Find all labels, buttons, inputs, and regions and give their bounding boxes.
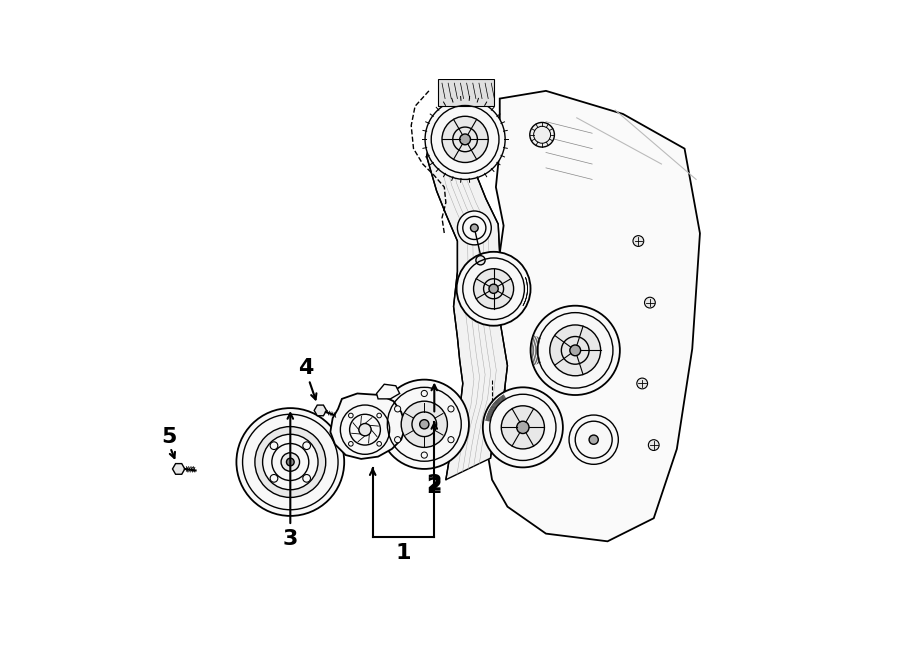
Circle shape (482, 387, 562, 467)
Circle shape (569, 415, 618, 464)
Circle shape (359, 424, 371, 436)
Circle shape (590, 435, 598, 444)
Circle shape (489, 284, 499, 293)
Circle shape (421, 452, 428, 458)
Circle shape (442, 116, 488, 163)
Circle shape (550, 325, 600, 375)
Circle shape (457, 211, 491, 245)
Circle shape (281, 453, 300, 471)
Circle shape (456, 252, 531, 326)
Text: 3: 3 (283, 529, 298, 549)
Circle shape (419, 420, 429, 429)
Circle shape (270, 475, 278, 482)
Polygon shape (427, 85, 508, 480)
Circle shape (644, 297, 655, 308)
Text: 5: 5 (161, 428, 176, 447)
Polygon shape (376, 384, 400, 399)
Polygon shape (330, 393, 406, 459)
Circle shape (401, 401, 447, 447)
Circle shape (286, 458, 294, 466)
Circle shape (517, 421, 529, 434)
Text: 1: 1 (396, 543, 411, 563)
Circle shape (421, 391, 428, 397)
Circle shape (648, 440, 659, 450)
Circle shape (448, 406, 454, 412)
Circle shape (302, 442, 310, 449)
Circle shape (637, 378, 648, 389)
Polygon shape (438, 79, 493, 106)
Polygon shape (173, 463, 184, 475)
Circle shape (448, 437, 454, 443)
Text: 2: 2 (427, 477, 442, 498)
Circle shape (263, 434, 318, 490)
Circle shape (380, 379, 469, 469)
Circle shape (570, 345, 580, 356)
Text: 4: 4 (298, 358, 313, 378)
Circle shape (302, 475, 310, 482)
Circle shape (394, 437, 400, 443)
Circle shape (633, 235, 643, 247)
Circle shape (460, 134, 471, 145)
Circle shape (531, 305, 620, 395)
Circle shape (471, 224, 478, 232)
Circle shape (255, 426, 326, 498)
Circle shape (270, 442, 278, 449)
Circle shape (237, 408, 344, 516)
Circle shape (473, 269, 514, 309)
Polygon shape (488, 91, 700, 541)
Circle shape (476, 256, 485, 265)
Text: 2: 2 (427, 473, 442, 494)
Polygon shape (314, 405, 327, 416)
Circle shape (501, 406, 544, 449)
Circle shape (425, 99, 505, 179)
Circle shape (530, 122, 554, 147)
Circle shape (394, 406, 400, 412)
